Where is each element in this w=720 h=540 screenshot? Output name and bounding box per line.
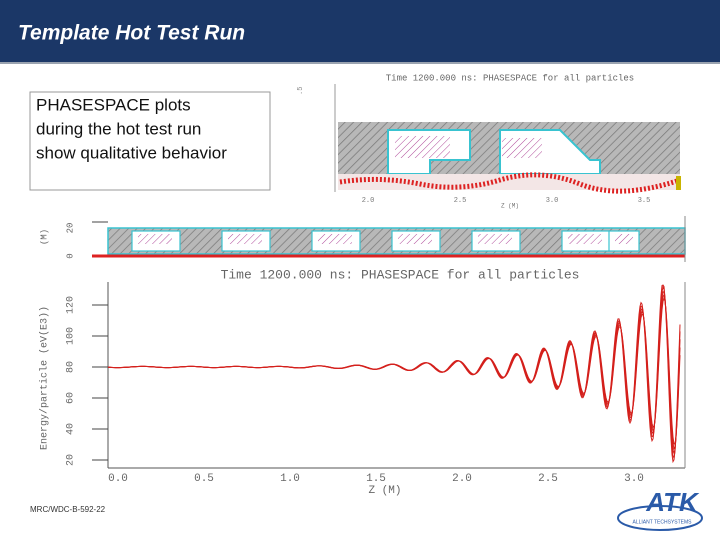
beam-box: [568, 234, 602, 244]
y-tick-label: 40: [66, 423, 77, 435]
x-axis-label: Z (M): [501, 203, 519, 210]
upper-plot: Time 1200.000 ns: PHASESPACE for all par…: [297, 73, 681, 210]
beam-box: [228, 234, 262, 244]
waveform: [107, 284, 681, 464]
x-tick-label: 0.0: [108, 473, 128, 485]
slide-title: Template Hot Test Run: [18, 22, 245, 45]
beam-box: [398, 234, 432, 244]
y-axis-label: Energy/particle (eV(E3)): [39, 306, 51, 450]
x-tick-label: 3.0: [624, 473, 644, 485]
y-tick-label: 80: [66, 361, 77, 373]
logo-tagline: ALLIANT TECHSYSTEMS: [633, 519, 693, 525]
beam-box: [318, 234, 352, 244]
x-tick-label: 2.0: [452, 473, 472, 485]
header-bar: [0, 0, 720, 62]
beam-box: [138, 234, 172, 244]
logo: ATK ALLIANT TECHSYSTEMS: [617, 487, 703, 531]
y-tick-label: 20: [65, 223, 75, 234]
beam-box: [395, 136, 450, 158]
x-tick-label: 2.0: [362, 197, 375, 205]
beam-box: [478, 234, 512, 244]
text-line: show qualitative behavior: [36, 143, 227, 162]
x-axis-label: Z (M): [368, 485, 401, 497]
x-tick-label: 1.5: [366, 473, 386, 485]
plot-title: Time 1200.000 ns: PHASESPACE for all par…: [386, 73, 634, 83]
end-marker: [676, 176, 681, 190]
text-line: during the hot test run: [36, 119, 201, 138]
logo-name: ATK: [645, 487, 700, 517]
x-tick-label: 0.5: [194, 473, 214, 485]
x-tick-label: 1.0: [280, 473, 300, 485]
y-tick-label: .5: [297, 87, 305, 95]
y-tick-label: 60: [66, 392, 77, 404]
lower-plot: Time 1200.000 ns: PHASESPACE for all par…: [39, 267, 686, 497]
footer-code: MRC/WDC-B-592-22: [30, 505, 106, 514]
x-tick-label: 2.5: [538, 473, 558, 485]
middle-plot: (M) 20 0: [39, 216, 686, 262]
text-line: PHASESPACE plots: [36, 95, 191, 114]
beam-box: [502, 138, 542, 158]
beam-box: [615, 234, 633, 244]
waveform: [108, 296, 681, 445]
x-tick-label: 2.5: [454, 197, 467, 205]
particle-trace: [339, 172, 681, 194]
waveform: [107, 293, 681, 451]
plot-title: Time 1200.000 ns: PHASESPACE for all par…: [221, 267, 580, 282]
y-tick-label: 0: [65, 253, 75, 258]
x-tick-label: 3.5: [638, 197, 651, 205]
y-tick-label: 100: [66, 327, 77, 345]
waveform: [108, 291, 681, 454]
x-tick-label: 3.0: [546, 197, 559, 205]
y-tick-label: 20: [66, 454, 77, 466]
waveform: [107, 285, 681, 460]
logo-swoosh: [617, 505, 703, 531]
text-box: [29, 91, 271, 191]
y-axis-label: (M): [39, 229, 49, 245]
y-tick-label: 120: [66, 296, 77, 314]
